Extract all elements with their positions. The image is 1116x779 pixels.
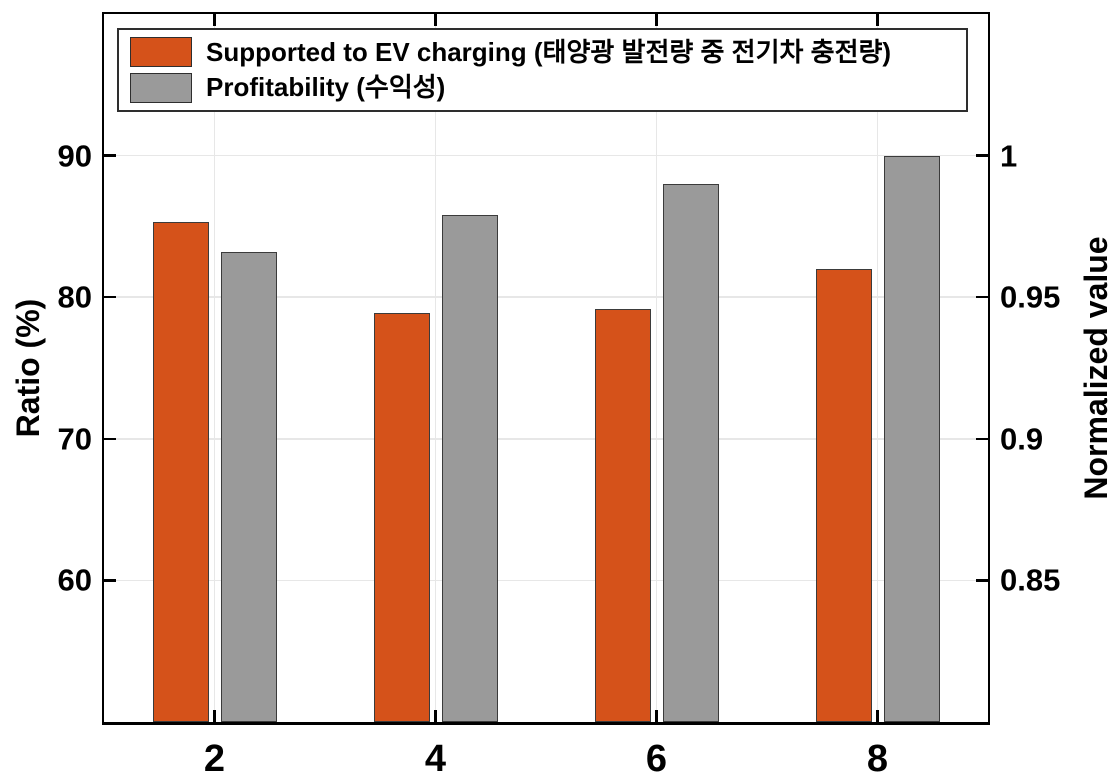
legend-swatch-ev-charging (130, 37, 192, 68)
left-y-tick-label: 90 (57, 138, 92, 174)
bar-profitability-8 (883, 155, 940, 722)
gridline-vertical (876, 14, 879, 722)
right-y-tick-label: 0.95 (1000, 279, 1061, 315)
right-axis-tick (976, 437, 988, 441)
bottom-axis-tick (655, 710, 658, 722)
bottom-axis-tick (213, 710, 216, 722)
right-axis-tick (976, 154, 988, 157)
bar-ev-charging-6 (594, 308, 651, 722)
x-tick-label: 6 (645, 738, 668, 779)
legend-swatch-profitability (130, 72, 192, 103)
legend: Supported to EV charging (태양광 발전량 중 전기차 … (117, 28, 968, 112)
bottom-axis-tick (876, 710, 879, 722)
gridline-horizontal (104, 579, 988, 582)
right-axis-label: Normalized value (1078, 236, 1114, 500)
left-axis-tick (104, 579, 116, 582)
right-y-tick-label: 0.85 (1000, 562, 1061, 598)
top-axis-tick (876, 14, 879, 26)
bar-ev-charging-8 (815, 268, 872, 722)
right-axis-tick (976, 579, 988, 582)
bar-ev-charging-2 (152, 222, 209, 722)
legend-item-ev-charging: Supported to EV charging (태양광 발전량 중 전기차 … (119, 37, 966, 68)
right-axis-tick (976, 295, 988, 299)
gridline-horizontal (104, 296, 988, 298)
left-axis-tick (104, 437, 116, 441)
gridline-horizontal (104, 438, 988, 440)
x-tick-label: 8 (866, 738, 889, 779)
bar-profitability-2 (220, 251, 277, 722)
bar-profitability-6 (662, 183, 719, 722)
legend-label-profitability: Profitability (수익성) (206, 72, 446, 103)
plot-area (102, 12, 990, 725)
left-y-tick-label: 60 (57, 562, 92, 598)
left-axis-tick (104, 295, 116, 299)
top-axis-tick (434, 14, 437, 26)
left-axis-tick (104, 154, 116, 157)
bottom-axis-tick (434, 710, 437, 722)
left-y-tick-label: 70 (57, 421, 92, 457)
legend-item-profitability: Profitability (수익성) (119, 72, 966, 103)
gridline-vertical (655, 14, 658, 722)
top-axis-tick (213, 14, 216, 26)
right-y-tick-label: 1 (1000, 138, 1018, 174)
gridline-vertical (434, 14, 437, 722)
gridline-horizontal (104, 154, 988, 157)
top-axis-tick (655, 14, 658, 26)
x-tick-label: 2 (203, 738, 226, 779)
bar-profitability-4 (441, 215, 498, 722)
left-axis-label: Ratio (%) (10, 298, 46, 438)
gridline-vertical (213, 14, 216, 722)
bar-ev-charging-4 (373, 312, 430, 722)
legend-label-ev-charging: Supported to EV charging (태양광 발전량 중 전기차 … (206, 37, 892, 68)
x-tick-label: 4 (424, 738, 447, 779)
right-y-tick-label: 0.9 (1000, 421, 1044, 457)
left-y-tick-label: 80 (57, 279, 92, 315)
